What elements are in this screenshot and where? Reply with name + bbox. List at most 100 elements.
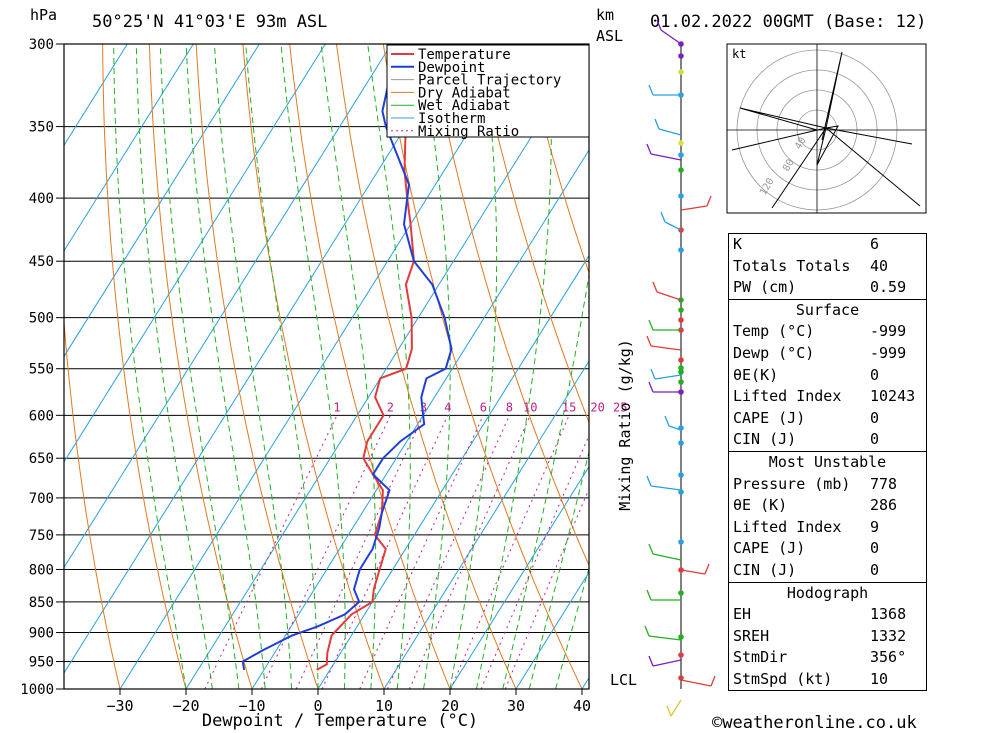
mixing-ratio-line	[359, 415, 484, 689]
hpa-unit-label: hPa	[30, 6, 57, 24]
legend-label: Dewpoint	[418, 60, 485, 76]
asl-label: ASL	[596, 27, 623, 45]
temperature-tick-label: 20	[441, 697, 459, 715]
pressure-tick-label: 700	[29, 491, 54, 507]
datetime-label: 01.02.2022 00GMT (Base: 12)	[650, 12, 926, 32]
pressure-tick-label: 800	[29, 562, 54, 578]
dewpoint-profile-line	[241, 44, 453, 671]
temperature-tick-label: 40	[573, 697, 591, 715]
wind-level-dot	[678, 489, 684, 495]
index-row: CIN (J) 0	[733, 560, 880, 579]
index-row: EH 1368	[733, 605, 907, 624]
isotherm-line	[383, 360, 589, 689]
legend-label: Temperature	[418, 47, 511, 63]
wet-adiabat-line	[135, 44, 213, 689]
wind-profile-column	[644, 19, 716, 717]
km-unit-label: km	[596, 6, 614, 24]
wind-level-dot	[678, 307, 684, 313]
wind-level-dot	[678, 365, 684, 371]
wind-barb-flag	[710, 675, 716, 687]
index-row: Lifted Index 9	[733, 517, 880, 536]
wind-level-dot	[678, 317, 684, 323]
wind-barb-flag	[646, 589, 652, 601]
wind-barb	[654, 374, 682, 380]
index-row: CAPE (J) 0	[733, 408, 880, 427]
wind-barb	[668, 425, 682, 431]
pressure-tick-label: 950	[29, 655, 54, 671]
wind-barb-flag	[654, 118, 660, 130]
wet-adiabat-line	[213, 44, 293, 689]
mixing-ratio-tick-label: 6	[480, 400, 487, 414]
isotherm-line	[317, 254, 589, 689]
wind-barb-flag	[664, 415, 670, 427]
wind-barb-flag	[648, 84, 654, 96]
wind-barb	[650, 485, 682, 491]
wet-adiabat-line	[367, 44, 411, 689]
mixing-ratio-tick-label: 1	[333, 400, 340, 414]
wind-barb-flag	[660, 211, 666, 223]
wind-level-dot	[678, 539, 684, 545]
surface-box: Surface Temp (°C) -999 Dewp (°C) -999 θE(K…	[728, 299, 927, 452]
wind-level-dot	[678, 634, 684, 640]
wind-level-dot	[678, 247, 684, 253]
wind-level-dot	[678, 440, 684, 446]
wet-adiabat-line	[320, 44, 377, 689]
wind-barb	[650, 345, 682, 351]
wind-barb	[680, 205, 708, 211]
pressure-tick-label: 550	[29, 362, 54, 378]
legend-label: Dry Adiabat	[418, 85, 511, 101]
dry-adiabat-line	[336, 44, 517, 689]
mixing-ratio-tick-label: 15	[562, 400, 576, 414]
isotherm-line	[449, 465, 589, 689]
hodograph-title: Hodograph	[786, 583, 869, 602]
pressure-tick-label: 400	[29, 191, 54, 207]
wind-level-dot	[678, 152, 684, 158]
wet-adiabat-line	[421, 44, 451, 689]
dry-adiabat-line	[102, 44, 187, 689]
hodograph-ring-label: 80	[781, 158, 797, 174]
index-row: Lifted Index 10243	[733, 387, 916, 406]
wet-adiabat-line	[245, 44, 319, 689]
dry-adiabat-line	[429, 44, 589, 567]
wet-adiabat-line	[113, 44, 187, 689]
pressure-tick-label: 1000	[20, 682, 54, 698]
index-row: Dewp (°C) -999	[733, 343, 907, 362]
temperature-tick-label: −30	[106, 697, 133, 715]
dry-adiabat-line	[242, 44, 385, 689]
isotherm-line	[64, 44, 392, 569]
index-row: θE (K) 286	[733, 496, 898, 515]
isotherm-line	[185, 44, 589, 689]
dry-adiabat-line	[991, 44, 1000, 689]
wet-adiabat-line	[185, 44, 266, 689]
pressure-tick-label: 350	[29, 120, 54, 136]
wind-barb-flag	[646, 143, 652, 155]
wind-barb-flag	[648, 381, 654, 393]
mixing-ratio-tick-label: 20	[590, 400, 604, 414]
legend-label: Isotherm	[418, 111, 485, 127]
index-row: SREH 1332	[733, 626, 907, 645]
wind-barb	[680, 569, 706, 575]
hodograph-box: Hodograph EH 1368 SREH 1332 StmDir 356° Stm…	[728, 582, 927, 692]
wet-adiabat-line	[449, 44, 498, 689]
profiles	[241, 44, 453, 671]
wind-barb-flag	[648, 655, 654, 667]
dry-adiabat-line	[64, 316, 121, 689]
wind-barb	[656, 291, 682, 301]
wind-barb-flag	[666, 705, 672, 717]
wind-level-dot	[678, 379, 684, 385]
isotherm-line	[515, 571, 589, 689]
mixing-ratio-tick-label: 10	[523, 400, 537, 414]
wind-barb	[664, 221, 682, 231]
wind-barb-flag	[646, 475, 652, 487]
wind-barb	[670, 699, 682, 717]
wet-adiabat-line	[159, 44, 240, 689]
legend-label: Mixing Ratio	[418, 124, 519, 140]
isotherm-line	[64, 44, 194, 252]
wind-barb-flag	[656, 19, 662, 31]
pressure-tick-label: 500	[29, 311, 54, 327]
wet-adiabat-line	[475, 44, 552, 689]
pressure-tick-label: 850	[29, 595, 54, 611]
mixing-ratio-line	[386, 415, 510, 689]
